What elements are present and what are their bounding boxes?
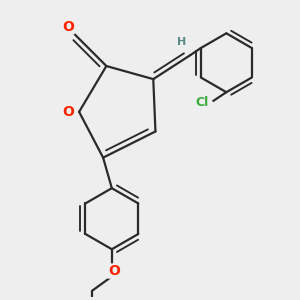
Text: O: O (108, 264, 120, 278)
Text: O: O (62, 20, 74, 34)
Text: O: O (62, 105, 74, 119)
Text: H: H (177, 37, 186, 47)
Text: Cl: Cl (196, 95, 209, 109)
